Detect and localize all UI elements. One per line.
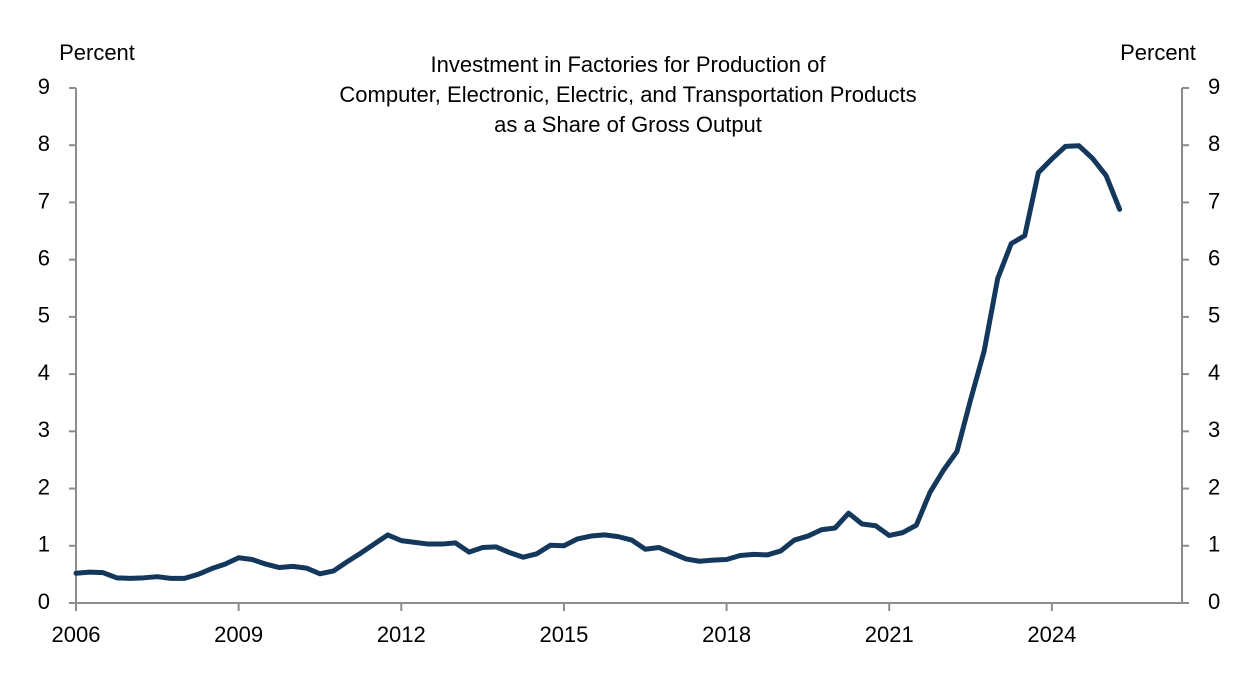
y2-tick-label: 0 bbox=[1208, 589, 1220, 614]
y2-tick-label: 4 bbox=[1208, 360, 1220, 385]
x-tick-label: 2015 bbox=[539, 622, 588, 647]
y-tick-label: 3 bbox=[38, 417, 50, 442]
x-tick-label: 2012 bbox=[377, 622, 426, 647]
y-tick-label: 1 bbox=[38, 532, 50, 557]
x-tick-label: 2021 bbox=[865, 622, 914, 647]
y2-tick-label: 7 bbox=[1208, 188, 1220, 213]
y-tick-label: 2 bbox=[38, 474, 50, 499]
x-tick-label: 2024 bbox=[1027, 622, 1076, 647]
y2-tick-label: 5 bbox=[1208, 303, 1220, 328]
y-tick-label: 5 bbox=[38, 303, 50, 328]
y2-tick-label: 6 bbox=[1208, 245, 1220, 270]
x-tick-label: 2006 bbox=[52, 622, 101, 647]
y-tick-label: 7 bbox=[38, 188, 50, 213]
x-tick-label: 2009 bbox=[214, 622, 263, 647]
y-tick-label: 4 bbox=[38, 360, 50, 385]
chart-title: Investment in Factories for Production o… bbox=[431, 52, 827, 77]
y2-tick-label: 8 bbox=[1208, 131, 1220, 156]
y2-tick-label: 9 bbox=[1208, 74, 1220, 99]
y-tick-label: 0 bbox=[38, 589, 50, 614]
y-axis-label: Percent bbox=[59, 40, 135, 65]
y2-tick-label: 1 bbox=[1208, 532, 1220, 557]
x-tick-label: 2018 bbox=[702, 622, 751, 647]
chart-title: Computer, Electronic, Electric, and Tran… bbox=[339, 82, 916, 107]
y-tick-label: 8 bbox=[38, 131, 50, 156]
y-tick-label: 9 bbox=[38, 74, 50, 99]
y-tick-label: 6 bbox=[38, 245, 50, 270]
y2-axis-label: Percent bbox=[1120, 40, 1196, 65]
y2-tick-label: 2 bbox=[1208, 474, 1220, 499]
y2-tick-label: 3 bbox=[1208, 417, 1220, 442]
line-series bbox=[73, 143, 1123, 581]
chart-title: as a Share of Gross Output bbox=[494, 112, 762, 137]
